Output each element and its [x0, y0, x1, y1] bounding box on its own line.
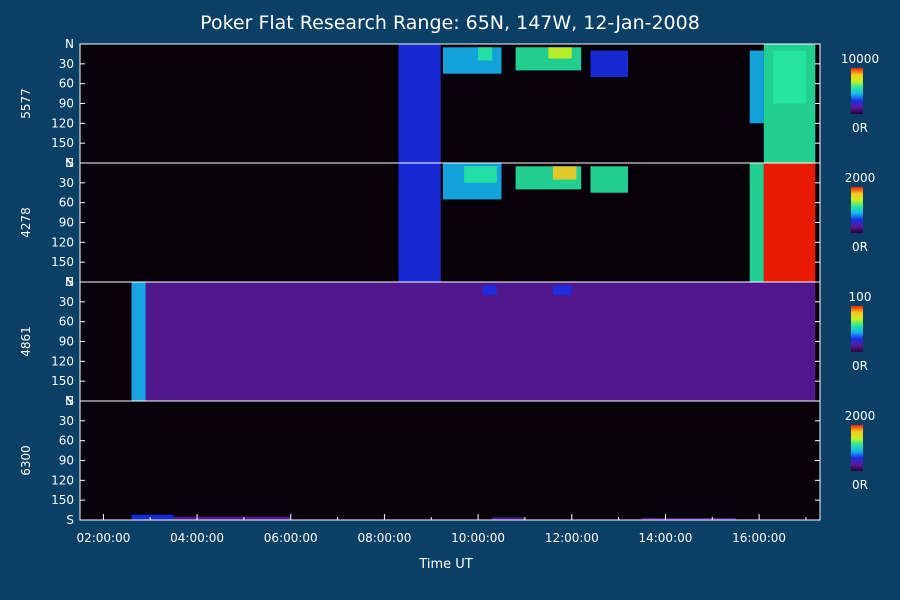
- panel-background: [80, 401, 820, 520]
- colorbar: [851, 306, 863, 352]
- y-tick-label: N: [65, 37, 74, 51]
- emission-region: [464, 166, 497, 183]
- emission-region: [443, 47, 502, 74]
- colorbar-max-label: 10000: [841, 52, 879, 66]
- colorbar-min-label: 0R: [852, 240, 868, 254]
- colorbar: [851, 187, 863, 233]
- y-tick-label: 90: [59, 97, 74, 111]
- y-tick-label: 30: [59, 176, 74, 190]
- emission-region: [492, 517, 525, 520]
- y-tick-label: 150: [51, 493, 74, 507]
- y-tick-label: 120: [51, 235, 74, 249]
- emission-region: [590, 50, 628, 77]
- emission-region: [749, 50, 764, 124]
- colorbar: [851, 68, 863, 114]
- x-tick-label: 04:00:00: [170, 531, 224, 545]
- x-tick-label: 12:00:00: [545, 531, 599, 545]
- colorbar-max-label: 2000: [845, 171, 876, 185]
- x-tick-label: 02:00:00: [76, 531, 130, 545]
- y-tick-label: 30: [59, 414, 74, 428]
- y-tick-label: N: [65, 275, 74, 289]
- panel-6300: N 30 60 90 120 150 S 6300 2000 0R: [19, 394, 875, 527]
- y-tick-label: N: [65, 394, 74, 408]
- emission-region: [482, 285, 497, 296]
- y-tick-label: 150: [51, 255, 74, 269]
- x-axis-label: Time UT: [418, 557, 472, 572]
- x-tick-label: 10:00:00: [451, 531, 505, 545]
- emission-region: [131, 282, 816, 401]
- emission-region: [131, 514, 174, 520]
- chart-title: Poker Flat Research Range: 65N, 147W, 12…: [200, 12, 700, 34]
- panel-wavelength-label: 4278: [19, 207, 33, 238]
- y-tick-label: 60: [59, 196, 74, 210]
- y-tick-label: 30: [59, 295, 74, 309]
- y-tick-label: N: [65, 156, 74, 170]
- y-tick-label: S: [66, 156, 74, 170]
- y-tick-label: 90: [59, 454, 74, 468]
- x-tick-label: 14:00:00: [638, 531, 692, 545]
- panel-wavelength-label: 6300: [19, 445, 33, 476]
- y-tick-label: 120: [51, 116, 74, 130]
- y-tick-label: 150: [51, 136, 74, 150]
- colorbar-min-label: 0R: [852, 121, 868, 135]
- emission-region: [553, 166, 577, 180]
- time-axis: 02:00:00 04:00:00 06:00:00 08:00:00 10:00:00…: [76, 514, 807, 545]
- y-tick-label: 120: [51, 473, 74, 487]
- panel-4278: N 30 60 90 120 150 S 4278 2000 0R: [19, 156, 875, 289]
- emission-region: [642, 518, 736, 520]
- colorbar-max-label: 2000: [845, 409, 876, 423]
- keogram-panels: N 30 60 90 120 150 S 5577 10000 0R N 30 60 90 120 150 S 4…: [19, 37, 879, 527]
- x-tick-label: 06:00:00: [264, 531, 318, 545]
- emission-region: [131, 282, 146, 401]
- emission-region: [548, 47, 572, 59]
- emission-region: [763, 163, 816, 282]
- y-tick-label: 150: [51, 374, 74, 388]
- y-tick-label: 60: [59, 434, 74, 448]
- x-tick-label: 08:00:00: [357, 531, 411, 545]
- panel-4861: N 30 60 90 120 150 S 4861 100 0R: [19, 275, 871, 408]
- panel-wavelength-label: 4861: [19, 326, 33, 357]
- colorbar-min-label: 0R: [852, 478, 868, 492]
- emission-region: [590, 166, 628, 193]
- y-tick-label: 60: [59, 315, 74, 329]
- colorbar: [851, 425, 863, 471]
- y-tick-label: S: [66, 394, 74, 408]
- emission-region: [173, 516, 291, 520]
- y-tick-label: 120: [51, 354, 74, 368]
- y-tick-label: 30: [59, 57, 74, 71]
- emission-region: [478, 47, 493, 61]
- y-tick-label: 60: [59, 77, 74, 91]
- y-tick-label: 90: [59, 335, 74, 349]
- emission-region: [773, 50, 806, 104]
- y-tick-label: 90: [59, 216, 74, 230]
- colorbar-min-label: 0R: [852, 359, 868, 373]
- panel-5577: N 30 60 90 120 150 S 5577 10000 0R: [19, 37, 879, 170]
- y-tick-label: S: [66, 275, 74, 289]
- emission-region: [553, 285, 572, 296]
- emission-region: [398, 163, 441, 282]
- emission-region: [749, 163, 764, 282]
- x-tick-label: 16:00:00: [732, 531, 786, 545]
- emission-region: [398, 44, 441, 163]
- y-tick-label: S: [66, 513, 74, 527]
- colorbar-max-label: 100: [849, 290, 872, 304]
- panel-wavelength-label: 5577: [19, 88, 33, 119]
